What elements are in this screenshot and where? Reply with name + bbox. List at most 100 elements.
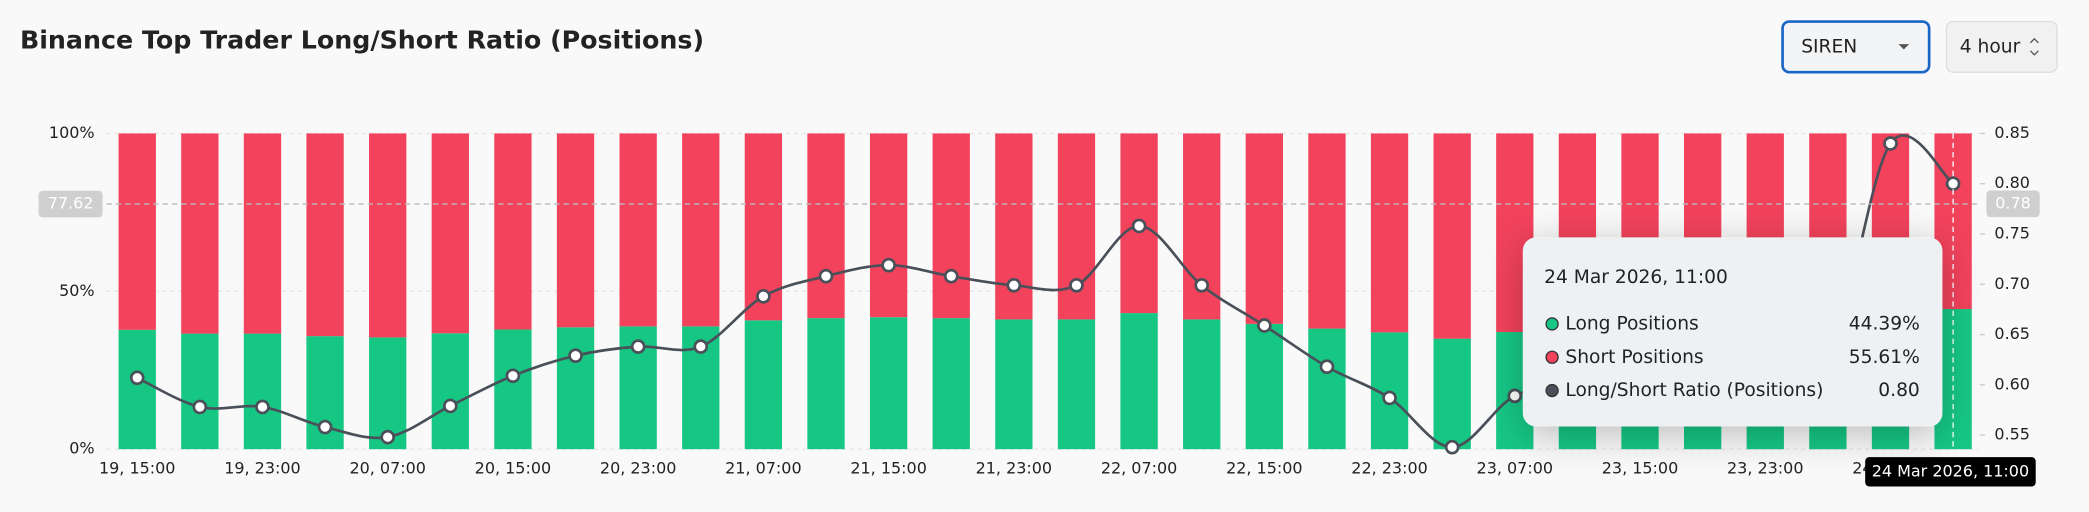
bar-segment xyxy=(1183,319,1221,450)
ratio-point xyxy=(1256,318,1272,333)
ratio-point xyxy=(630,339,646,354)
x-tick-label: 19, 23:00 xyxy=(224,459,301,478)
y-tick-label: 50% xyxy=(59,281,95,300)
ratio-point xyxy=(192,399,208,415)
select-text[interactable]: 4 hour xyxy=(1960,36,2021,57)
bar-segment xyxy=(1308,328,1346,450)
bar-segment xyxy=(556,133,595,328)
ratio-point xyxy=(505,368,521,384)
bar-segment xyxy=(181,133,219,334)
bar-segment xyxy=(1057,319,1096,450)
bar-segment xyxy=(619,133,657,327)
ratio-point xyxy=(943,268,959,284)
bar-segment xyxy=(1308,133,1346,329)
ratio-point xyxy=(129,370,145,386)
ratio-point xyxy=(1883,136,1898,151)
chart-title: Binance Top Trader Long/Short Ratio (Pos… xyxy=(20,26,704,55)
x-tick-label: 23, 07:00 xyxy=(1477,459,1554,478)
x-tick-label: 19, 15:00 xyxy=(99,459,176,478)
select-box[interactable] xyxy=(1945,20,2058,73)
bar-segment xyxy=(243,333,282,450)
x-tick-label: 20, 23:00 xyxy=(600,459,677,478)
select-caret xyxy=(1898,44,1910,50)
bar-segment xyxy=(118,133,156,330)
x-tick-label: 22, 15:00 xyxy=(1226,459,1303,478)
bar-segment xyxy=(932,318,970,450)
ratio-point xyxy=(1444,439,1460,455)
ratio-point xyxy=(1194,277,1210,293)
bar-segment xyxy=(556,327,595,450)
tooltip-title: 24 Mar 2026, 11:00 xyxy=(1544,267,1728,288)
bar-segment xyxy=(494,133,532,330)
y-tick-label: 100% xyxy=(49,123,95,142)
x-tick-label: 23, 23:00 xyxy=(1727,459,1804,478)
bar-segment xyxy=(306,133,344,337)
bar-segment xyxy=(369,133,407,338)
ratio-point xyxy=(1006,277,1022,293)
tooltip-label: Long Positions xyxy=(1565,313,1698,334)
bar-segment xyxy=(995,319,1033,450)
bar-segment xyxy=(431,133,469,334)
select-box[interactable] xyxy=(1781,20,1931,74)
bar-segment xyxy=(1120,313,1158,450)
x-tick-label: 23, 15:00 xyxy=(1602,459,1679,478)
x-tick-label: 20, 15:00 xyxy=(475,459,552,478)
crosshair-y2-label: 0.78 xyxy=(1995,193,2031,212)
ratio-point xyxy=(317,419,333,435)
x-tick-label: 21, 23:00 xyxy=(976,459,1053,478)
ratio-point xyxy=(1507,388,1523,404)
bar-segment xyxy=(744,320,783,450)
bar-segment xyxy=(1433,133,1471,339)
x-tick-label: 22, 23:00 xyxy=(1351,459,1428,478)
bar-segment xyxy=(869,133,908,318)
ratio-point xyxy=(380,429,396,445)
bar-segment xyxy=(243,133,282,334)
x-tick-label: 21, 07:00 xyxy=(725,459,802,478)
select-text[interactable]: SIREN xyxy=(1801,36,1857,57)
bar-segment xyxy=(431,333,469,450)
tooltip-value: 0.80 xyxy=(1878,380,1920,401)
ratio-point xyxy=(881,257,896,273)
ratio-point xyxy=(756,289,771,304)
x-tick-label: 20, 07:00 xyxy=(349,459,426,478)
tooltip-label: Long/Short Ratio (Positions) xyxy=(1565,380,1823,401)
ratio-point xyxy=(255,399,270,415)
y2-tick-label: 0.70 xyxy=(1994,274,2030,293)
bar-segment xyxy=(807,133,845,319)
crosshair-label-box xyxy=(1986,190,2040,218)
tooltip-swatch xyxy=(1545,350,1559,364)
crosshair-x-box xyxy=(1865,457,2036,487)
bar-segment xyxy=(932,133,970,319)
bar-segment xyxy=(181,333,219,450)
interval-select[interactable]: 4 hour xyxy=(1945,20,2058,73)
bar-segment xyxy=(1433,338,1471,450)
tooltip-label: Short Positions xyxy=(1565,347,1703,368)
tooltip-swatch xyxy=(1545,317,1559,331)
bar-segment xyxy=(869,317,908,450)
y2-tick-label: 0.85 xyxy=(1994,123,2030,142)
ratio-point xyxy=(1131,218,1147,234)
bar-segment xyxy=(1245,323,1283,450)
tooltip-value: 44.39% xyxy=(1849,313,1920,334)
bar-segment xyxy=(118,329,156,450)
bar-segment xyxy=(1370,133,1409,333)
bar-segment xyxy=(682,133,720,327)
ratio-point xyxy=(693,339,709,354)
x-tick-label: 22, 07:00 xyxy=(1101,459,1178,478)
symbol-select[interactable]: SIREN xyxy=(1781,20,1931,74)
crosshair-y-label: 77.62 xyxy=(48,194,94,213)
tooltip-value: 55.61% xyxy=(1849,347,1920,368)
ratio-point xyxy=(1382,390,1397,406)
y2-tick-label: 0.80 xyxy=(1994,173,2030,192)
x-tick-label: 21, 15:00 xyxy=(850,459,927,478)
y-tick-label: 0% xyxy=(69,439,94,458)
select-caret xyxy=(2029,37,2039,56)
y2-tick-label: 0.60 xyxy=(1994,374,2030,393)
ratio-point xyxy=(1069,277,1084,293)
y2-tick-label: 0.75 xyxy=(1994,223,2030,242)
y2-tick-label: 0.55 xyxy=(1994,425,2030,444)
ratio-point xyxy=(1319,359,1335,375)
bar-segment xyxy=(494,329,532,450)
